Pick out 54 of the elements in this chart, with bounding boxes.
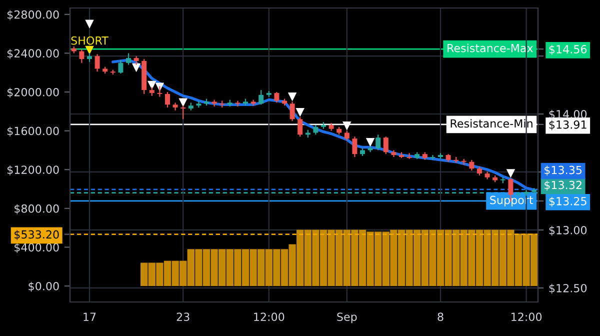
candlestick [134, 56, 139, 66]
ref-line-label: $13.35 [544, 166, 582, 176]
point [288, 92, 297, 102]
y-tick-label: $2000.00 [7, 88, 59, 98]
y-tick-label: $533.20 [14, 230, 59, 240]
y-tick-label: $1600.00 [7, 126, 59, 137]
x-tick-label: 23 [176, 312, 190, 322]
candlestick [298, 116, 303, 138]
candlestick [469, 159, 474, 172]
candlestick [383, 136, 388, 155]
annotation: SHORT [71, 36, 108, 45]
candlestick [79, 48, 84, 64]
candlestick [196, 100, 202, 108]
point [506, 169, 516, 178]
point [296, 108, 304, 117]
candlestick [290, 101, 295, 122]
x-tick-label: 8 [438, 312, 444, 322]
candlestick [126, 52, 131, 66]
candlestick [406, 152, 412, 160]
point [85, 20, 94, 28]
candlestick [344, 130, 350, 142]
candlestick [258, 90, 264, 106]
y-tick-label: $2800.00 [7, 10, 59, 20]
y2-tick-label: $12.50 [549, 284, 587, 294]
y2-tick-label: $13.91 [549, 120, 586, 130]
candlestick [352, 136, 358, 158]
y-tick-label: $0.00 [28, 282, 59, 292]
y-tick-label: $1200.00 [7, 165, 59, 176]
point [178, 98, 188, 108]
x-tick-label: 12:00 [254, 312, 284, 322]
x-tick-label: 12:00 [512, 312, 542, 322]
y2-tick-label: $14.56 [549, 44, 587, 55]
y2-tick-label: $13.25 [549, 196, 586, 207]
candlestick [313, 124, 318, 136]
point [148, 80, 156, 90]
y-tick-label: $800.00 [14, 204, 59, 214]
candlestick [430, 154, 436, 160]
candlestick [157, 86, 162, 98]
x-tick-label: Sep [337, 312, 357, 324]
candlestick [180, 105, 186, 120]
candlestick [274, 91, 280, 104]
candlestick [94, 54, 100, 72]
candlestick [376, 134, 381, 151]
ref-line-label: $13.32 [544, 180, 582, 191]
candlestick [118, 59, 124, 74]
point [366, 138, 375, 147]
candlestick [165, 91, 170, 108]
candlestick [212, 99, 217, 108]
y-tick-label: $2400.00 [7, 48, 59, 60]
y-tick-label: $400.00 [14, 242, 59, 254]
y2-tick-label: $13.00 [549, 226, 587, 236]
x-tick-label: 17 [84, 312, 96, 321]
point [342, 122, 352, 130]
candlestick [235, 100, 240, 108]
